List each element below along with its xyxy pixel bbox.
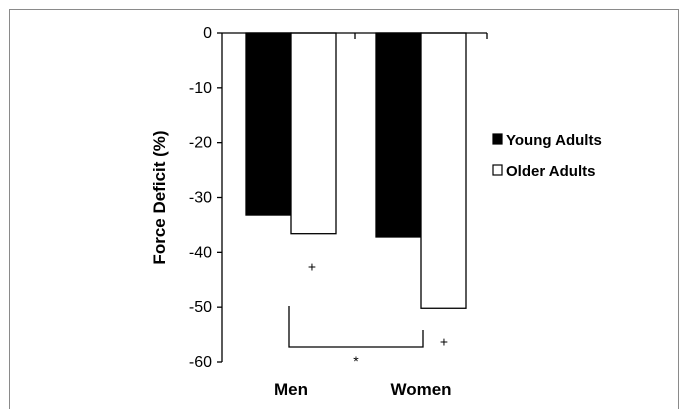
annotation-plus-men: + bbox=[308, 259, 316, 275]
bar-men-older-adults bbox=[290, 32, 337, 235]
category-label-women: Women bbox=[390, 380, 451, 399]
legend-label-older-adults: Older Adults bbox=[506, 163, 595, 180]
bar-women-young-adults bbox=[375, 32, 422, 238]
annotation-plus-women: + bbox=[440, 333, 448, 349]
bar-men-young-adults bbox=[245, 32, 292, 216]
y-tick-label: -60 bbox=[189, 354, 212, 371]
legend-label-young-adults: Young Adults bbox=[506, 132, 602, 149]
significance-asterisk: * bbox=[353, 353, 359, 369]
y-tick-label: -10 bbox=[189, 80, 212, 97]
y-tick-label: -30 bbox=[189, 190, 212, 207]
legend-swatch-young-adults bbox=[492, 133, 503, 145]
legend-swatch-older-adults bbox=[492, 164, 503, 176]
y-tick-label: -40 bbox=[189, 244, 212, 261]
significance-bracket bbox=[288, 306, 424, 348]
bar-women-older-adults bbox=[420, 32, 467, 309]
y-tick-label: -20 bbox=[189, 135, 212, 152]
y-axis-title: Force Deficit (%) bbox=[150, 130, 169, 264]
y-tick-label: 0 bbox=[203, 25, 212, 42]
figure-frame bbox=[9, 9, 679, 409]
y-tick-label: -50 bbox=[189, 299, 212, 316]
category-label-men: Men bbox=[274, 380, 308, 399]
